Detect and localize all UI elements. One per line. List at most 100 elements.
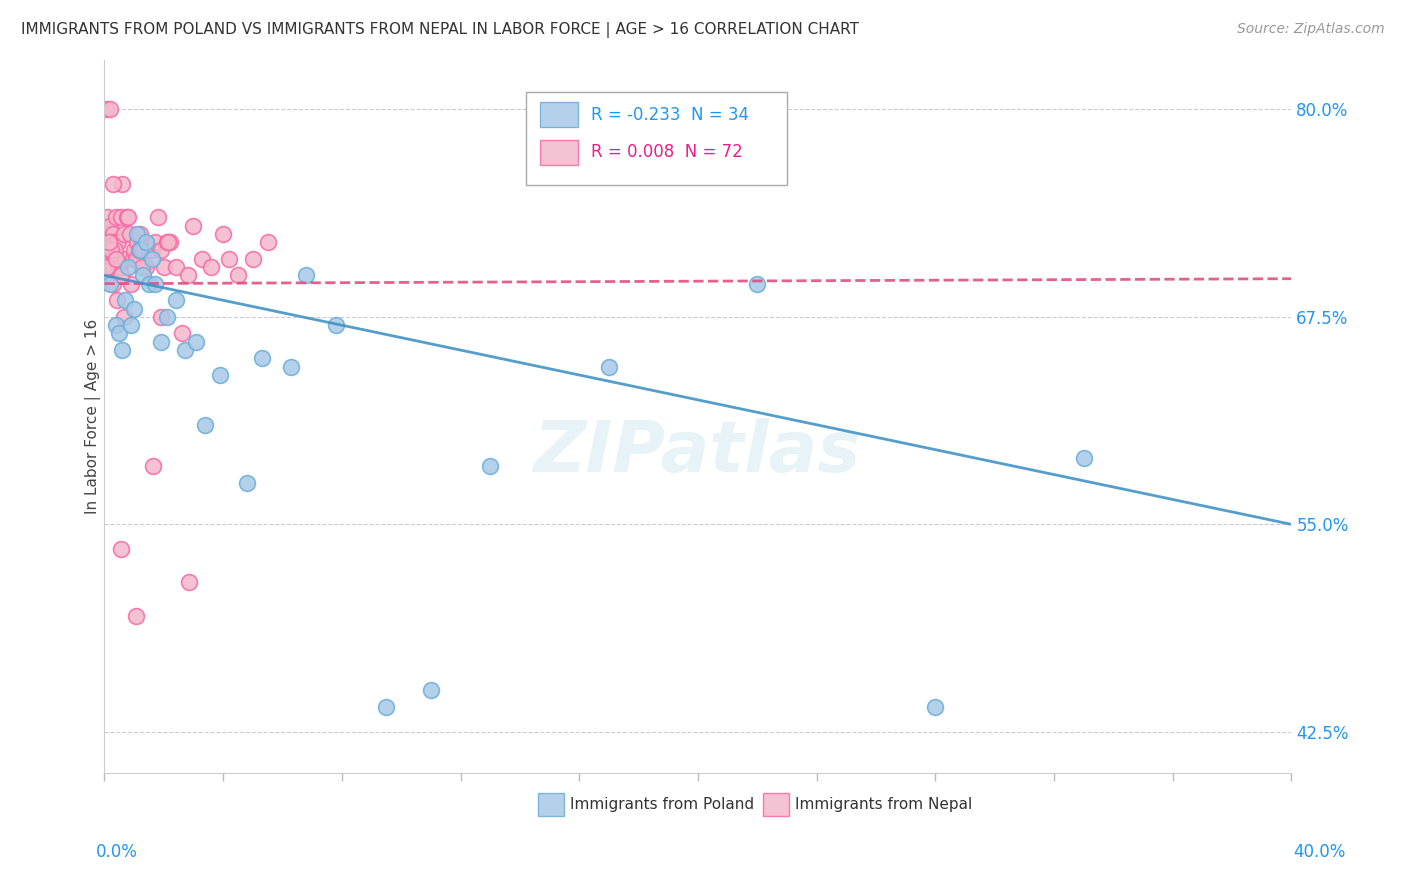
- Point: [125, 227, 148, 241]
- Point: [124, 608, 146, 623]
- Point: [146, 211, 169, 225]
- Point: [149, 244, 172, 258]
- Point: [120, 277, 142, 291]
- Point: [96, 260, 118, 274]
- Point: [105, 293, 128, 308]
- Point: [375, 700, 398, 714]
- Point: [103, 277, 125, 291]
- Point: [159, 235, 181, 250]
- Point: [120, 318, 142, 333]
- Point: [132, 268, 155, 283]
- Point: [111, 177, 134, 191]
- Text: 40.0%: 40.0%: [1294, 843, 1346, 861]
- Point: [105, 318, 128, 333]
- Point: [212, 227, 235, 241]
- Point: [97, 244, 120, 258]
- Point: [598, 359, 620, 374]
- Point: [114, 252, 136, 266]
- Y-axis label: In Labor Force | Age > 16: In Labor Force | Age > 16: [86, 318, 101, 514]
- Point: [191, 252, 214, 266]
- Text: R = -0.233  N = 34: R = -0.233 N = 34: [591, 105, 749, 124]
- Point: [747, 277, 769, 291]
- Point: [1073, 450, 1095, 465]
- Point: [236, 475, 259, 490]
- Text: Immigrants from Nepal: Immigrants from Nepal: [796, 797, 973, 813]
- Point: [107, 235, 129, 250]
- Point: [165, 260, 187, 274]
- Point: [115, 211, 138, 225]
- Point: [112, 227, 135, 241]
- Point: [117, 260, 139, 274]
- Point: [96, 211, 118, 225]
- Point: [135, 260, 157, 274]
- Bar: [763, 793, 789, 816]
- Point: [135, 235, 157, 250]
- Point: [98, 227, 121, 241]
- Point: [108, 260, 131, 274]
- Point: [98, 219, 121, 233]
- Point: [128, 244, 150, 258]
- Point: [129, 227, 152, 241]
- Point: [200, 260, 222, 274]
- Point: [125, 235, 148, 250]
- Point: [325, 318, 347, 333]
- Point: [98, 277, 121, 291]
- Point: [100, 244, 122, 258]
- Point: [104, 244, 127, 258]
- Point: [124, 252, 146, 266]
- Point: [156, 310, 179, 324]
- Point: [103, 244, 125, 258]
- Point: [924, 700, 946, 714]
- Point: [218, 252, 240, 266]
- Point: [156, 235, 179, 250]
- Point: [143, 235, 166, 250]
- Point: [114, 293, 136, 308]
- Point: [142, 459, 165, 474]
- Point: [97, 268, 120, 283]
- Point: [117, 211, 139, 225]
- Point: [131, 260, 153, 274]
- Point: [110, 268, 132, 283]
- Text: 0.0%: 0.0%: [96, 843, 138, 861]
- Point: [170, 326, 193, 341]
- Point: [107, 260, 129, 274]
- Point: [101, 227, 124, 241]
- Text: Source: ZipAtlas.com: Source: ZipAtlas.com: [1237, 22, 1385, 37]
- Point: [176, 268, 198, 283]
- Point: [110, 211, 132, 225]
- Point: [280, 359, 302, 374]
- Point: [121, 252, 143, 266]
- Point: [132, 244, 155, 258]
- Point: [104, 252, 127, 266]
- Point: [194, 417, 217, 432]
- Point: [104, 252, 127, 266]
- Point: [122, 244, 145, 258]
- Point: [108, 326, 131, 341]
- Point: [100, 252, 122, 266]
- Point: [250, 351, 273, 366]
- Point: [110, 542, 132, 557]
- Point: [149, 334, 172, 349]
- Point: [165, 293, 187, 308]
- Point: [104, 235, 127, 250]
- Point: [97, 235, 120, 250]
- Point: [183, 219, 205, 233]
- Point: [138, 277, 160, 291]
- Point: [295, 268, 318, 283]
- Bar: [540, 139, 578, 165]
- Point: [209, 368, 232, 382]
- Point: [141, 244, 163, 258]
- FancyBboxPatch shape: [526, 92, 787, 185]
- Point: [94, 103, 117, 117]
- Point: [186, 334, 208, 349]
- Point: [157, 235, 180, 250]
- Point: [141, 252, 163, 266]
- Point: [129, 244, 152, 258]
- Point: [226, 268, 249, 283]
- Point: [98, 103, 121, 117]
- Point: [479, 459, 502, 474]
- Point: [152, 260, 174, 274]
- Point: [111, 343, 134, 357]
- Point: [177, 575, 200, 590]
- Point: [256, 235, 278, 250]
